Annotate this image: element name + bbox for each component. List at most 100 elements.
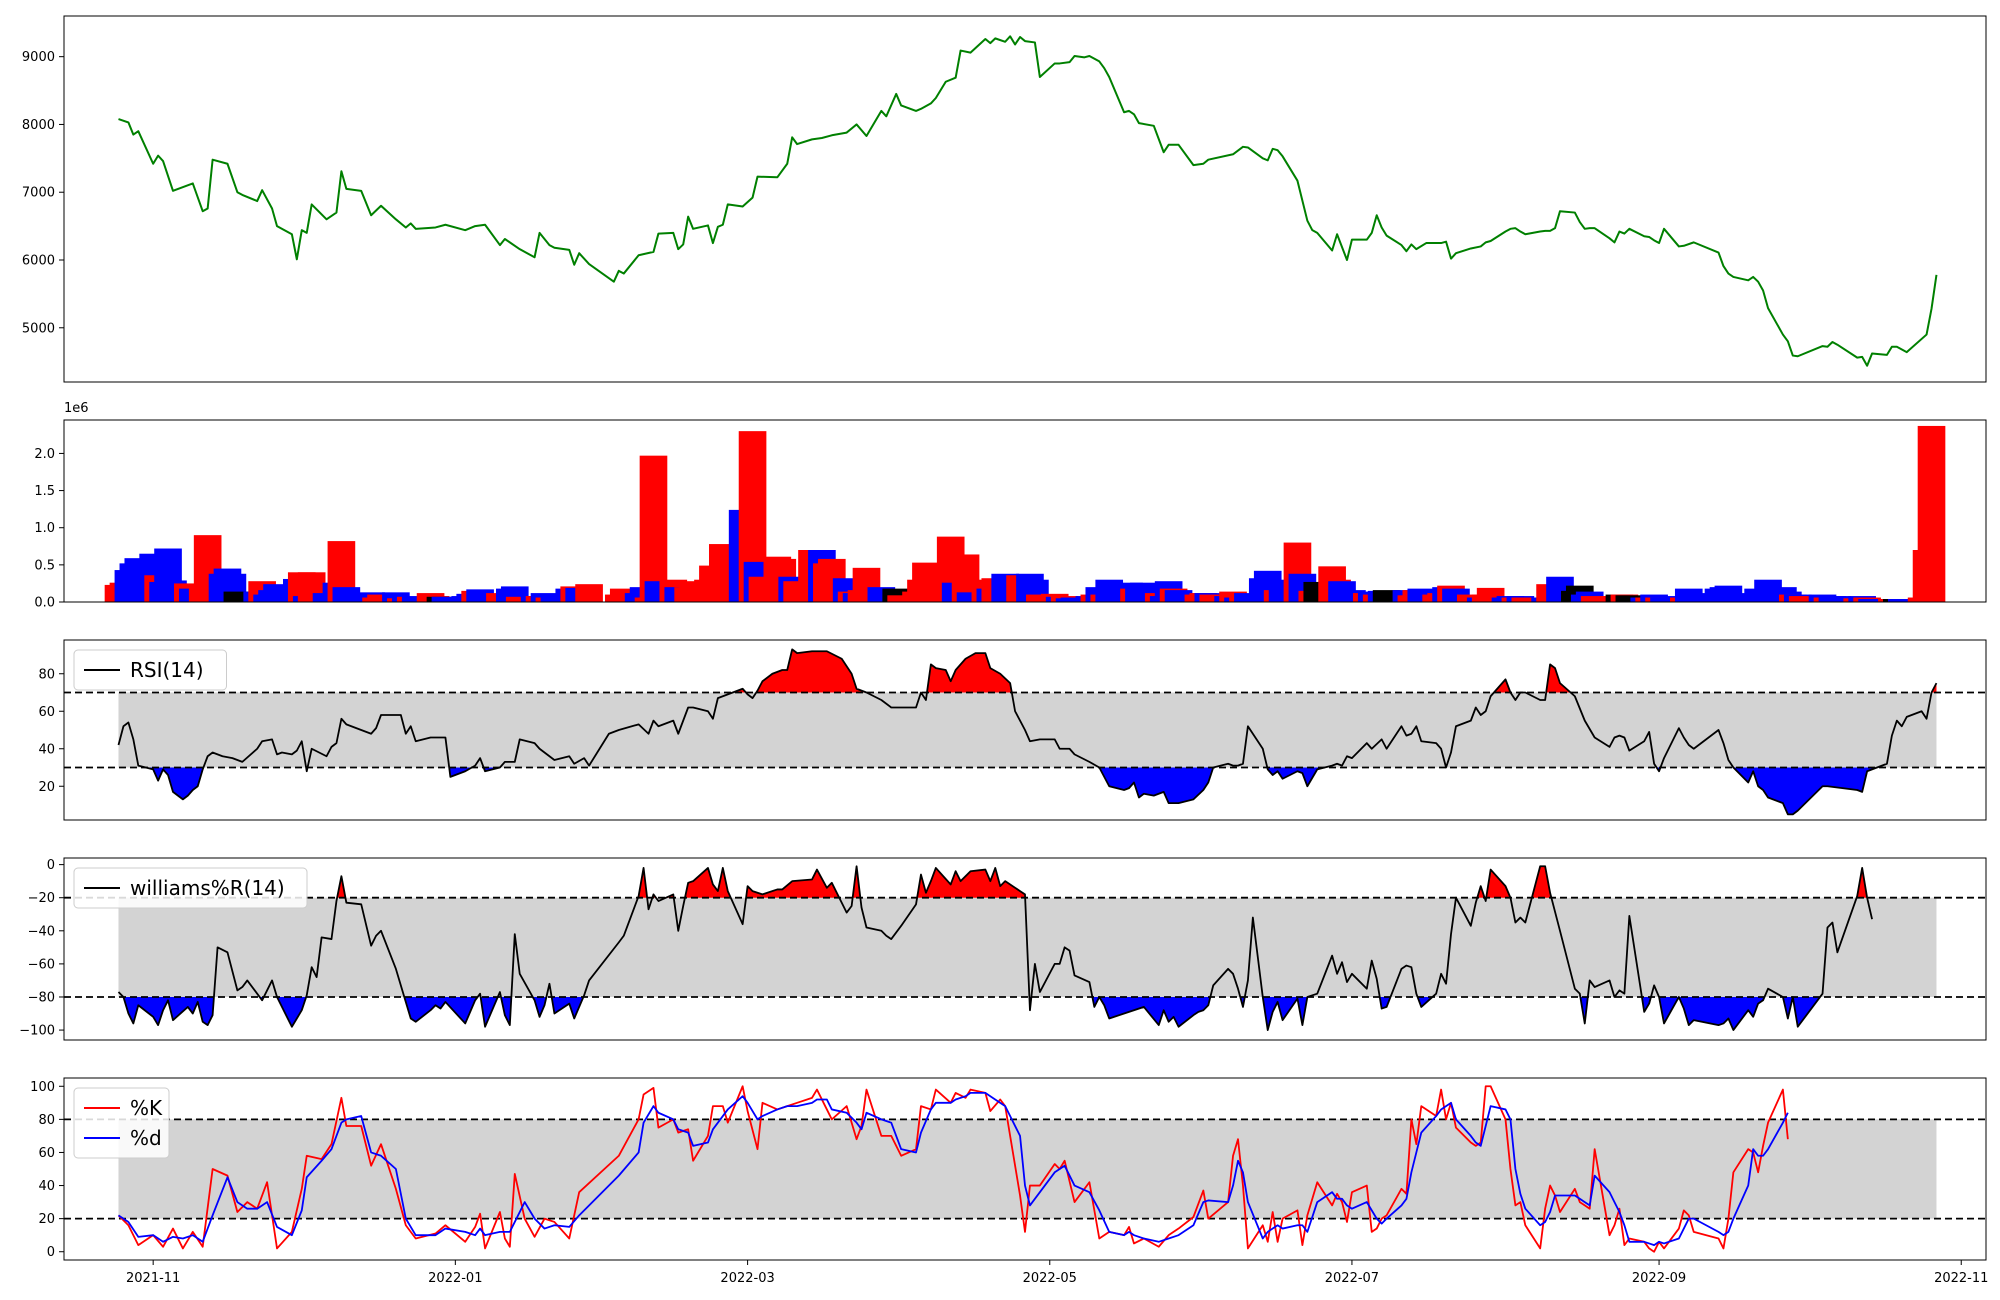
volume-bar — [639, 455, 668, 602]
volume-ytick-label: 1.0 — [34, 521, 55, 536]
xtick-label: 2022-01 — [428, 1271, 482, 1286]
price-ytick-label: 8000 — [22, 118, 55, 133]
price-ytick-label: 6000 — [22, 254, 55, 269]
williams-ytick-label: −100 — [19, 1024, 55, 1039]
rsi-overbought-fill — [756, 649, 867, 693]
stochastic-ytick-label: 0 — [47, 1245, 55, 1260]
price-frame — [63, 15, 1987, 383]
xtick-label: 2022-09 — [1632, 1271, 1686, 1286]
williams-oversold-fill — [1782, 996, 1821, 1027]
stochastic-ytick-label: 20 — [38, 1212, 55, 1227]
stochastic-legend: %K %d — [73, 1087, 170, 1159]
volume-bar — [1650, 597, 1678, 602]
williams-legend-label: williams%R(14) — [130, 876, 285, 900]
volume-bar — [1060, 597, 1089, 602]
williams-oversold-fill — [500, 996, 512, 1026]
williams-ytick-label: 0 — [47, 858, 55, 873]
volume-bar — [1338, 590, 1366, 602]
volume-bar — [1615, 595, 1644, 602]
volume-ytick-label: 1.5 — [34, 484, 55, 499]
volume-bar — [1026, 594, 1054, 602]
rsi-frame — [63, 639, 1987, 821]
rsi-legend: RSI(14) — [73, 649, 227, 691]
stoch-d-line — [117, 1091, 1789, 1247]
williams-overbought-fill — [337, 876, 346, 898]
rsi-ytick-label: 20 — [38, 780, 55, 795]
volume-bar — [401, 596, 430, 602]
stochastic-ytick-label: 80 — [38, 1113, 55, 1128]
rsi-ytick-label: 40 — [38, 742, 55, 757]
volume-frame — [63, 419, 1987, 603]
volume-bar — [1164, 590, 1193, 602]
volume-bar — [1580, 596, 1609, 602]
stochastic-ytick-label: 60 — [38, 1146, 55, 1161]
stochastic-ytick-label: 40 — [38, 1179, 55, 1194]
williams-ytick-label: −20 — [28, 891, 55, 906]
volume-bar — [1679, 593, 1708, 602]
volume-bar — [1234, 593, 1262, 602]
volume-bar — [431, 596, 460, 602]
xtick-label: 2022-03 — [720, 1271, 774, 1286]
williams-legend-box — [73, 867, 308, 909]
xtick-label: 2022-05 — [1023, 1271, 1077, 1286]
stochastic-legend-label: %d — [130, 1126, 162, 1150]
volume-bar — [1892, 599, 1921, 602]
williams-overbought-fill — [852, 866, 861, 898]
williams-overbought-fill — [746, 869, 840, 898]
volume-bar — [1788, 596, 1817, 602]
xtick-label: 2022-07 — [1325, 1271, 1379, 1286]
volume-bar — [505, 596, 534, 602]
rsi-oversold-fill — [1267, 767, 1325, 787]
williams-legend: williams%R(14) — [73, 867, 308, 909]
volume-bar — [1199, 594, 1228, 602]
volume-bar — [1511, 597, 1540, 602]
volume-ytick-label: 0.5 — [34, 558, 55, 573]
volume-bar — [956, 592, 985, 602]
williams-oversold-fill — [480, 996, 498, 1027]
rsi-ytick-label: 60 — [38, 705, 55, 720]
volume-bar — [575, 584, 603, 602]
williams-overbought-fill — [1856, 867, 1868, 898]
volume-ytick-label: 0.0 — [34, 596, 55, 611]
rsi-legend-box — [73, 649, 227, 691]
volume-bar — [1858, 599, 1886, 602]
xtick-label: 2021-11 — [126, 1271, 180, 1286]
volume-bar — [1372, 590, 1401, 602]
xtick-label: 2022-11 — [1934, 1271, 1988, 1286]
volume-bar — [382, 592, 410, 602]
stochastic-frame — [63, 1077, 1987, 1261]
volume-bar — [367, 594, 395, 602]
rsi-overbought-fill — [926, 653, 1012, 693]
volume-bar — [471, 596, 499, 602]
williams-oversold-fill — [123, 996, 214, 1026]
williams-oversold-fill — [1659, 996, 1765, 1031]
williams-ytick-label: −80 — [28, 990, 55, 1005]
volume-bar — [540, 596, 569, 602]
volume-bar — [1823, 596, 1852, 602]
williams-ytick-label: −40 — [28, 924, 55, 939]
price-ytick-label: 9000 — [22, 50, 55, 65]
volume-bar — [1719, 593, 1748, 602]
rsi-legend-label: RSI(14) — [130, 658, 204, 682]
rsi-neutral-band — [118, 692, 1937, 768]
stochastic-legend-box — [73, 1087, 170, 1159]
rsi-oversold-fill — [1733, 767, 1878, 815]
price-ytick-label: 5000 — [22, 321, 55, 336]
williams-ytick-label: −60 — [28, 957, 55, 972]
stochastic-legend-label: %K — [130, 1096, 163, 1120]
volume-bar — [887, 595, 915, 602]
williams-oversold-fill — [551, 996, 584, 1019]
volume-bar — [1917, 425, 1946, 602]
rsi-oversold-fill — [1099, 767, 1214, 804]
volume-offset-label: 1e6 — [64, 401, 89, 416]
williams-overbought-fill — [917, 867, 1026, 898]
williams-frame — [63, 857, 1987, 1041]
williams-oversold-fill — [1092, 996, 1211, 1027]
price-line — [118, 35, 1938, 367]
stochastic-ytick-label: 100 — [30, 1080, 55, 1095]
williams-overbought-fill — [1486, 869, 1511, 898]
volume-bar — [228, 593, 257, 602]
price-ytick-label: 7000 — [22, 186, 55, 201]
rsi-line — [117, 648, 1938, 816]
